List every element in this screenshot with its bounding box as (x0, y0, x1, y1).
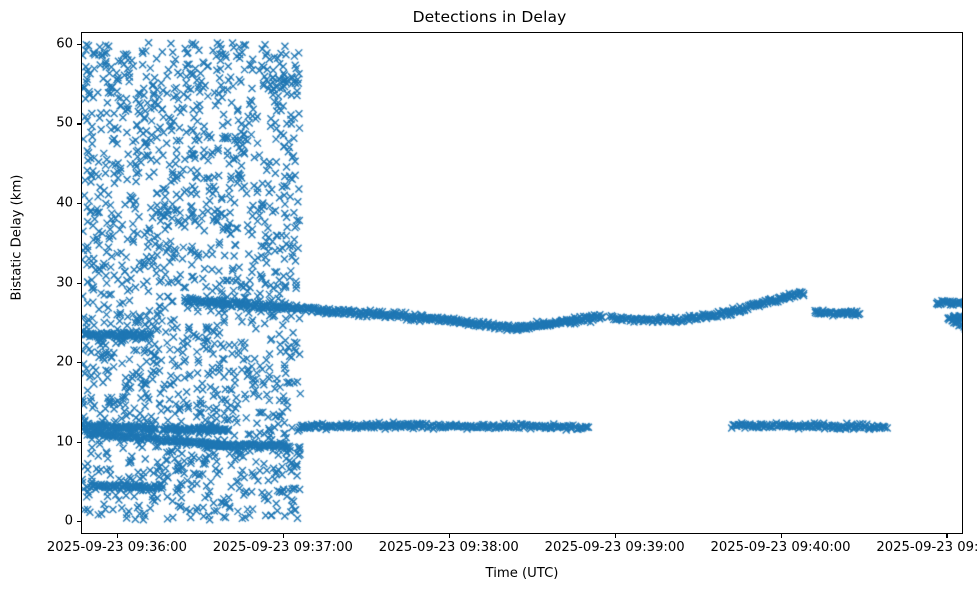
y-tick-mark (76, 43, 81, 46)
chart-title: Detections in Delay (412, 8, 567, 26)
y-tick-mark (76, 441, 81, 443)
y-tick-label: 10 (56, 434, 73, 450)
y-tick-label: 0 (64, 513, 73, 529)
y-axis-tick-labels: 0 10 20 30 40 50 60 (0, 0, 81, 590)
y-tick-label: 50 (56, 115, 73, 131)
x-tick-label: 2025-09-23 09:39:00 (544, 540, 685, 555)
y-axis-label: Bistatic Delay (km) (9, 174, 25, 301)
x-tick-mark (448, 534, 450, 539)
y-tick-mark (76, 521, 81, 523)
x-tick-mark (780, 534, 782, 539)
y-tick-label: 40 (56, 195, 73, 211)
x-tick-mark (116, 534, 119, 539)
x-tick-label: 2025-09-23 09:40:00 (710, 540, 851, 555)
x-tick-label: 2025-09-23 09:38:00 (378, 540, 519, 555)
x-tick-label: 2025-09-23 09:36:00 (46, 540, 187, 555)
x-tick-label: 2025-09-23 09:37:00 (212, 540, 353, 555)
y-tick-mark (76, 203, 81, 205)
y-tick-mark (76, 282, 81, 284)
x-tick-mark (282, 534, 284, 539)
x-tick-mark (614, 534, 616, 539)
scatter-plot-canvas (82, 33, 962, 533)
x-tick-label: 2025-09-23 09:41:00 (876, 540, 979, 555)
y-tick-mark (76, 362, 81, 364)
y-tick-label: 60 (56, 36, 73, 52)
y-tick-mark (76, 123, 81, 125)
x-tick-mark (946, 534, 948, 539)
x-axis-label: Time (UTC) (485, 566, 559, 581)
y-axis-tick-marks (76, 0, 82, 590)
y-tick-label: 20 (56, 354, 73, 370)
plot-area (81, 32, 963, 534)
y-tick-label: 30 (56, 275, 73, 291)
